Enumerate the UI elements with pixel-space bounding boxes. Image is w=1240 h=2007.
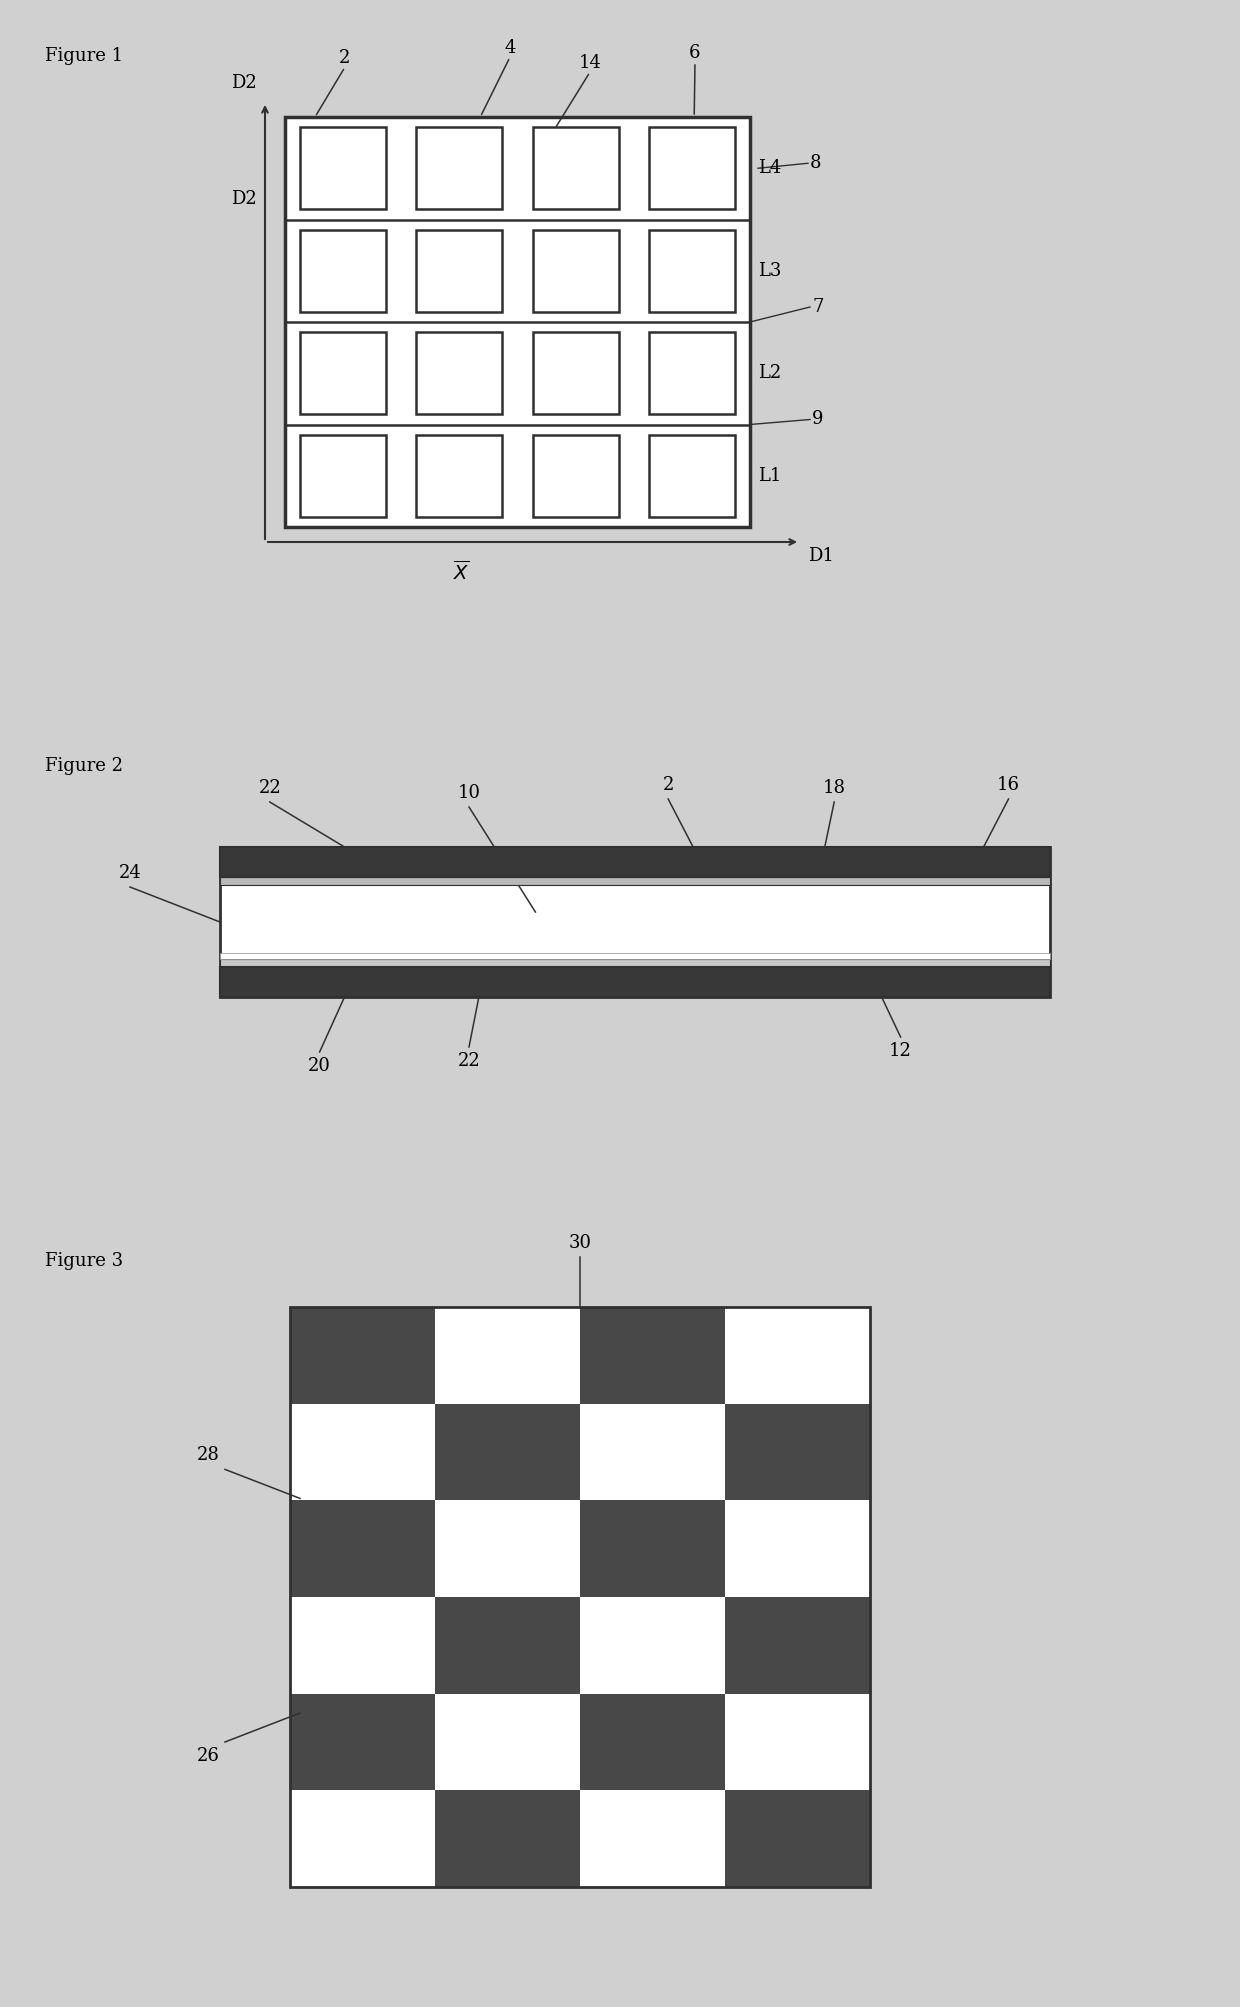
Bar (725, 1403, 870, 1501)
Text: 22: 22 (458, 1052, 480, 1070)
Bar (435, 1598, 580, 1694)
Bar (649, 229, 735, 311)
Bar (435, 1694, 580, 1790)
Text: L2: L2 (758, 363, 781, 381)
Text: D2: D2 (231, 191, 257, 209)
Bar (533, 333, 619, 413)
Text: D2: D2 (231, 74, 257, 92)
Bar (417, 229, 502, 311)
Text: D1: D1 (808, 548, 833, 566)
Bar (219, 847, 1050, 997)
Bar (290, 1307, 435, 1403)
Bar (533, 436, 619, 516)
Text: 24: 24 (119, 863, 141, 881)
Text: 2: 2 (340, 48, 351, 66)
Bar (725, 1790, 870, 1887)
Text: 20: 20 (309, 1058, 331, 1076)
Bar (300, 126, 386, 209)
Text: 18: 18 (822, 779, 846, 797)
Bar (290, 1694, 435, 1790)
Bar (285, 116, 750, 528)
Bar (725, 1694, 870, 1790)
Text: L1: L1 (758, 468, 781, 486)
Text: 12: 12 (889, 1042, 913, 1060)
Bar (290, 1598, 435, 1694)
Text: 16: 16 (997, 777, 1021, 795)
Bar (533, 126, 619, 209)
Bar (435, 1501, 580, 1598)
Text: Figure 2: Figure 2 (45, 757, 123, 775)
Bar (725, 1501, 870, 1598)
Bar (580, 1307, 725, 1403)
Bar (219, 877, 1050, 885)
Text: Figure 1: Figure 1 (45, 46, 123, 64)
Text: 6: 6 (689, 44, 701, 62)
Text: 4: 4 (505, 38, 516, 56)
Text: 10: 10 (458, 785, 481, 803)
Text: Figure 3: Figure 3 (45, 1252, 123, 1270)
Text: 2: 2 (662, 777, 673, 795)
Bar (219, 847, 1050, 877)
Bar (435, 1403, 580, 1501)
Bar (219, 959, 1050, 967)
Bar (533, 229, 619, 311)
Text: 9: 9 (812, 411, 823, 429)
Bar (649, 126, 735, 209)
Text: L3: L3 (758, 261, 781, 279)
Bar (580, 1501, 725, 1598)
Bar (219, 847, 1050, 877)
Text: 22: 22 (258, 779, 281, 797)
Bar (300, 333, 386, 413)
Bar (219, 967, 1050, 997)
Bar (290, 1790, 435, 1887)
Text: 26: 26 (197, 1746, 219, 1764)
Bar (580, 1790, 725, 1887)
Text: 28: 28 (197, 1447, 219, 1465)
Bar (435, 1790, 580, 1887)
Text: 30: 30 (568, 1234, 591, 1252)
Bar (649, 333, 735, 413)
Bar (219, 967, 1050, 997)
Bar (300, 229, 386, 311)
Bar (580, 1694, 725, 1790)
Bar (417, 126, 502, 209)
Bar (219, 953, 1050, 959)
Bar (417, 436, 502, 516)
Bar (649, 436, 735, 516)
Text: $\overline{X}$: $\overline{X}$ (454, 560, 470, 584)
Bar (725, 1307, 870, 1403)
Bar (290, 1501, 435, 1598)
Bar (435, 1307, 580, 1403)
Bar (300, 436, 386, 516)
Bar (290, 1403, 435, 1501)
Text: 14: 14 (579, 54, 601, 72)
Text: 8: 8 (810, 155, 821, 173)
Bar (290, 1307, 870, 1887)
Text: 7: 7 (812, 297, 823, 315)
Bar (417, 333, 502, 413)
Bar (580, 1598, 725, 1694)
Bar (580, 1403, 725, 1501)
Text: L4: L4 (758, 159, 781, 177)
Bar (725, 1598, 870, 1694)
